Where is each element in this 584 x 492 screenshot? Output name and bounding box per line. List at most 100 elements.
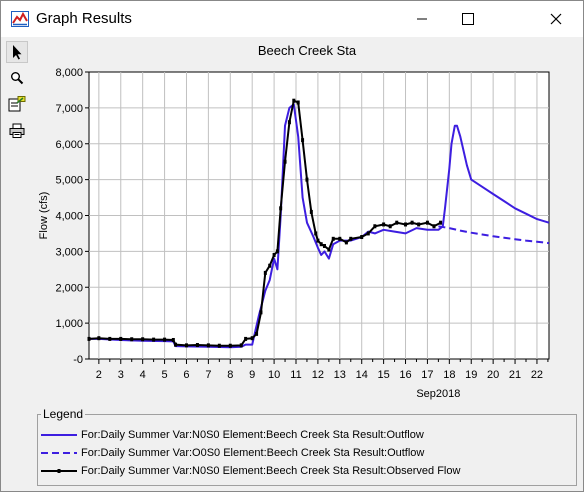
observed-marker xyxy=(360,235,364,240)
x-tick-label: 13 xyxy=(334,369,346,381)
observed-marker xyxy=(344,240,348,245)
observed-marker xyxy=(319,242,323,247)
observed-marker xyxy=(250,336,254,341)
observed-marker xyxy=(439,220,443,225)
x-tick-label: 19 xyxy=(465,369,477,381)
maximize-button[interactable] xyxy=(445,1,491,37)
y-tick-label: 5,000 xyxy=(55,175,83,187)
printer-icon xyxy=(9,123,25,138)
observed-marker xyxy=(316,238,320,243)
observed-marker xyxy=(239,343,243,348)
observed-marker xyxy=(272,252,276,257)
x-tick-label: 22 xyxy=(531,369,543,381)
x-axis: 2 3 4 5 6 7 8 9 10 11 12 13 14 15 16 17 18 19 20 21 22 xyxy=(96,359,549,381)
graph-panel[interactable]: Beech Creek Sta -0 1,000 2,000 3,000 4,000 5,… xyxy=(35,37,583,407)
legend-title: Legend xyxy=(41,407,86,421)
series-layer xyxy=(87,98,550,349)
y-axis-label: Flow (cfs) xyxy=(38,192,50,240)
x-tick-label: 7 xyxy=(205,369,211,381)
x-tick-label: 2 xyxy=(96,369,102,381)
observed-marker xyxy=(141,337,145,342)
legend-item-outflow-n0s0: For:Daily Summer Var:N0S0 Element:Beech … xyxy=(41,428,424,442)
x-tick-label: 10 xyxy=(268,369,280,381)
x-tick-label: 5 xyxy=(162,369,168,381)
close-button[interactable] xyxy=(533,1,579,37)
chart-title: Beech Creek Sta xyxy=(258,43,357,58)
observed-marker xyxy=(309,209,313,214)
observed-marker xyxy=(404,222,408,227)
observed-marker xyxy=(338,236,342,241)
observed-marker xyxy=(163,337,167,342)
observed-marker xyxy=(327,247,331,252)
observed-marker xyxy=(296,100,300,105)
x-axis-date-label: Sep2018 xyxy=(416,388,460,400)
legend-swatch-solid xyxy=(41,434,77,436)
y-tick-label: -0 xyxy=(73,354,83,366)
observed-marker xyxy=(373,224,377,229)
observed-marker xyxy=(108,336,112,341)
series-line-1 xyxy=(438,225,550,245)
observed-marker xyxy=(432,224,436,229)
zoom-tool-button[interactable] xyxy=(6,67,28,89)
y-tick-label: 8,000 xyxy=(55,67,83,79)
observed-marker xyxy=(268,263,272,268)
observed-marker xyxy=(119,336,123,341)
observed-marker xyxy=(130,337,134,342)
observed-marker xyxy=(279,206,283,211)
observed-marker xyxy=(255,331,259,336)
y-tick-label: 1,000 xyxy=(55,318,83,330)
observed-marker xyxy=(305,177,309,182)
observed-marker xyxy=(395,220,399,225)
observed-marker xyxy=(184,343,188,348)
y-tick-label: 3,000 xyxy=(55,246,83,258)
observed-marker xyxy=(228,343,232,348)
x-tick-label: 15 xyxy=(377,369,389,381)
observed-marker xyxy=(366,231,370,236)
legend-item-label: For:Daily Summer Var:O0S0 Element:Beech … xyxy=(81,447,425,459)
observed-marker xyxy=(382,222,386,227)
grid-lines xyxy=(89,72,549,359)
observed-marker xyxy=(410,220,414,225)
minimize-button[interactable] xyxy=(399,1,445,37)
x-tick-label: 14 xyxy=(356,369,368,381)
close-icon xyxy=(550,13,562,25)
pointer-tool-button[interactable] xyxy=(6,41,28,63)
minimize-icon xyxy=(417,18,427,20)
legend-swatch-dashed xyxy=(41,452,77,454)
magnifier-icon xyxy=(11,72,24,85)
x-tick-label: 16 xyxy=(399,369,411,381)
print-tool-button[interactable] xyxy=(6,119,28,141)
title-bar[interactable]: Graph Results xyxy=(1,1,583,37)
observed-marker xyxy=(174,342,178,347)
legend-swatch-markers xyxy=(41,469,77,473)
observed-marker xyxy=(425,220,429,225)
observed-marker xyxy=(292,98,296,103)
x-tick-label: 6 xyxy=(183,369,189,381)
arrow-pointer-icon xyxy=(13,45,22,60)
legend-item-observed-flow: For:Daily Summer Var:N0S0 Element:Beech … xyxy=(41,464,460,478)
x-tick-label: 12 xyxy=(312,369,324,381)
legend-box xyxy=(37,414,577,486)
graph-toolbar xyxy=(1,37,33,157)
series-line-0 xyxy=(89,103,550,349)
x-tick-label: 8 xyxy=(227,369,233,381)
legend-item-label: For:Daily Summer Var:N0S0 Element:Beech … xyxy=(81,429,424,441)
properties-tool-button[interactable] xyxy=(6,93,28,115)
legend-item-outflow-o0s0: For:Daily Summer Var:O0S0 Element:Beech … xyxy=(41,446,424,460)
observed-marker xyxy=(97,336,101,341)
x-tick-label: 3 xyxy=(118,369,124,381)
flow-chart: Beech Creek Sta -0 1,000 2,000 3,000 4,000 5,… xyxy=(38,43,550,400)
observed-marker xyxy=(275,249,279,254)
x-tick-label: 21 xyxy=(509,369,521,381)
observed-marker xyxy=(259,310,263,315)
observed-marker xyxy=(417,222,421,227)
edit-properties-icon xyxy=(8,96,26,112)
y-tick-label: 4,000 xyxy=(55,211,83,223)
observed-marker xyxy=(314,231,318,236)
hec-hms-app-icon xyxy=(11,11,29,27)
x-tick-label: 11 xyxy=(290,369,301,381)
observed-marker xyxy=(322,243,326,248)
observed-marker xyxy=(217,343,221,348)
x-tick-label: 20 xyxy=(487,369,499,381)
